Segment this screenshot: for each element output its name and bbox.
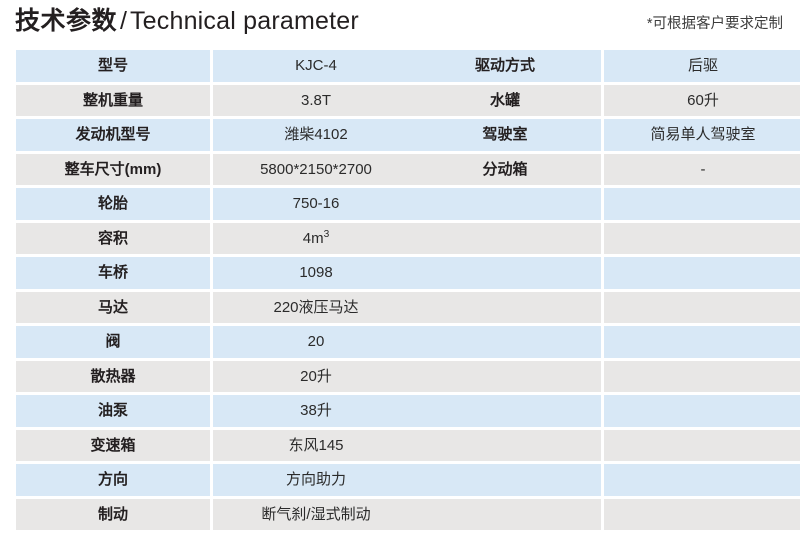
spec-value-cell: 220液压马达	[213, 292, 419, 327]
table-row: 制动断气刹/湿式制动	[16, 499, 419, 533]
spec-value-cell: 750-16	[213, 188, 419, 223]
spec-value-cell: 潍柴4102	[213, 119, 419, 154]
spec-label-cell: 分动箱	[409, 154, 604, 189]
spec-label-cell: 方向	[16, 464, 213, 499]
spec-label-cell	[409, 188, 604, 223]
spec-label-cell: 发动机型号	[16, 119, 213, 154]
spec-value-cell: 断气刹/湿式制动	[213, 499, 419, 533]
spec-label-cell	[409, 257, 604, 292]
table-row: 分动箱-	[409, 154, 800, 189]
spec-value-cell	[604, 361, 800, 396]
spec-value-cell: 方向助力	[213, 464, 419, 499]
spec-value-cell	[604, 326, 800, 361]
spec-label-cell	[409, 464, 604, 499]
page-title-separator: /	[117, 7, 130, 35]
spec-label-cell: 驾驶室	[409, 119, 604, 154]
spec-value-cell	[604, 188, 800, 223]
spec-label-cell: 车桥	[16, 257, 213, 292]
table-row	[409, 257, 800, 292]
spec-value-cell	[604, 430, 800, 465]
table-row: 变速箱东风145	[16, 430, 419, 465]
table-row	[409, 292, 800, 327]
spec-label-cell: 马达	[16, 292, 213, 327]
table-row: 整车尺寸(mm)5800*2150*2700	[16, 154, 419, 189]
spec-value-cell	[604, 395, 800, 430]
table-row	[409, 464, 800, 499]
spec-label-cell	[409, 395, 604, 430]
spec-label-cell: 轮胎	[16, 188, 213, 223]
spec-value-base: 4m	[303, 230, 324, 247]
spec-label-cell: 变速箱	[16, 430, 213, 465]
table-row	[409, 499, 800, 533]
spec-value-cell: 简易单人驾驶室	[604, 119, 800, 154]
table-row	[409, 361, 800, 396]
spec-value-cell: 3.8T	[213, 85, 419, 120]
table-row: 驱动方式后驱	[409, 50, 800, 85]
spec-label-cell: 水罐	[409, 85, 604, 120]
spec-label-cell	[409, 223, 604, 258]
spec-label-cell: 散热器	[16, 361, 213, 396]
table-row: 驾驶室简易单人驾驶室	[409, 119, 800, 154]
spec-label-cell: 驱动方式	[409, 50, 604, 85]
spec-value-cell: KJC-4	[213, 50, 419, 85]
spec-value-cell: 60升	[604, 85, 800, 120]
table-row	[409, 326, 800, 361]
spec-value-cell	[604, 292, 800, 327]
spec-value-cell	[604, 257, 800, 292]
spec-label-cell	[409, 499, 604, 533]
spec-value-superscript: 3	[324, 229, 330, 240]
page-title: 技术参数/Technical parameter	[15, 4, 359, 38]
spec-value-cell: 20	[213, 326, 419, 361]
customization-note: *可根据客户要求定制	[647, 14, 783, 34]
table-row	[409, 223, 800, 258]
table-row: 发动机型号潍柴4102	[16, 119, 419, 154]
spec-value-cell	[604, 223, 800, 258]
spec-label-cell: 阀	[16, 326, 213, 361]
spec-label-cell: 制动	[16, 499, 213, 533]
spec-value-cell: 1098	[213, 257, 419, 292]
spec-value-cell	[604, 464, 800, 499]
spec-label-cell	[409, 326, 604, 361]
spec-value-cell: 5800*2150*2700	[213, 154, 419, 189]
spec-label-cell	[409, 361, 604, 396]
spec-label-cell	[409, 292, 604, 327]
spec-value-cell: 东风145	[213, 430, 419, 465]
spec-value-cell: -	[604, 154, 800, 189]
spec-value-cell	[604, 499, 800, 533]
page-title-chinese: 技术参数	[15, 7, 117, 35]
spec-value-cell: 后驱	[604, 50, 800, 85]
spec-value-cell: 4m3	[213, 223, 419, 258]
spec-label-cell	[409, 430, 604, 465]
table-row: 方向方向助力	[16, 464, 419, 499]
spec-value-cell: 20升	[213, 361, 419, 396]
table-row	[409, 430, 800, 465]
table-row	[409, 188, 800, 223]
spec-label-cell: 油泵	[16, 395, 213, 430]
spec-value-cell: 38升	[213, 395, 419, 430]
table-row	[409, 395, 800, 430]
spec-label-cell: 容积	[16, 223, 213, 258]
spec-label-cell: 型号	[16, 50, 213, 85]
page-title-english: Technical parameter	[130, 7, 359, 35]
spec-label-cell: 整机重量	[16, 85, 213, 120]
spec-label-cell: 整车尺寸(mm)	[16, 154, 213, 189]
page-header: 技术参数/Technical parameter *可根据客户要求定制	[0, 0, 800, 50]
